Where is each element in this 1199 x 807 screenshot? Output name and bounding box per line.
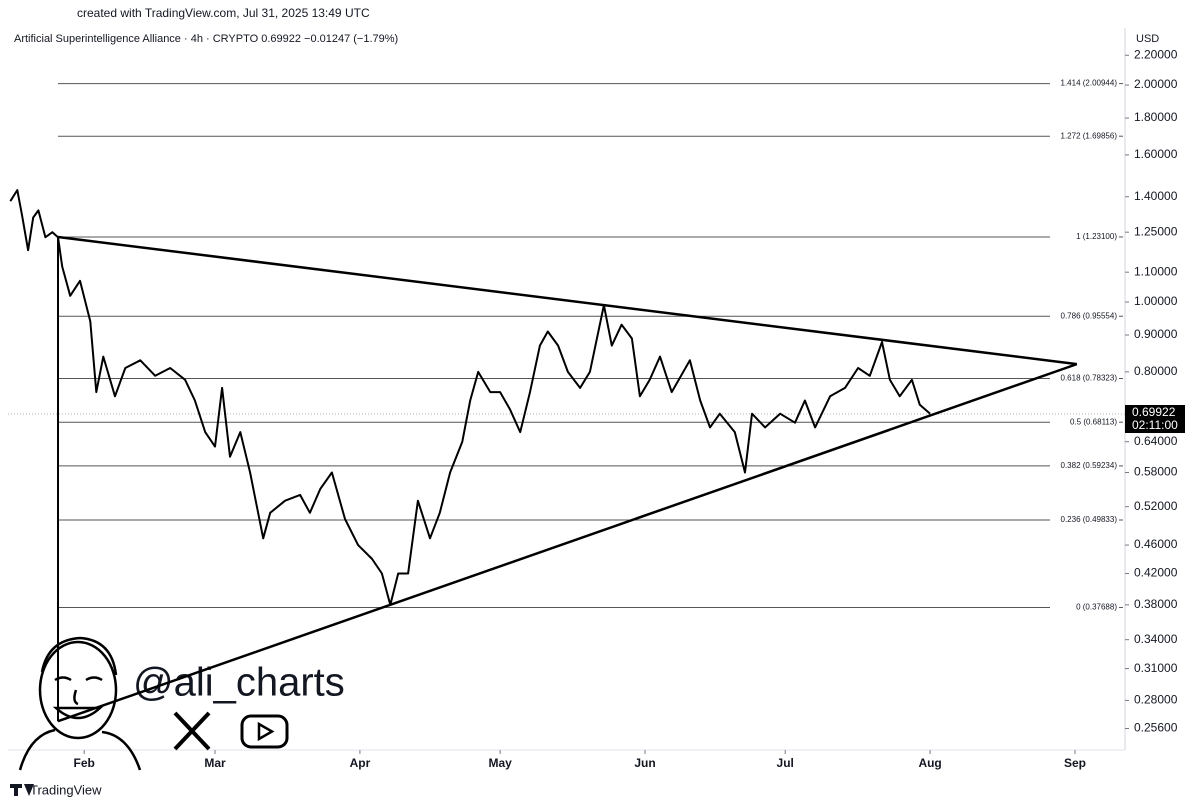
x-tick-label: Jul bbox=[777, 756, 794, 770]
x-tick-label: May bbox=[488, 756, 512, 770]
youtube-play bbox=[257, 721, 275, 742]
x-icon bbox=[173, 711, 211, 751]
x-tick-label: Feb bbox=[74, 756, 95, 770]
y-tick-label: 0.38000 bbox=[1134, 597, 1178, 611]
y-tick-label: 0.52000 bbox=[1134, 499, 1178, 513]
x-tick-label: Apr bbox=[350, 756, 371, 770]
trendline bbox=[57, 362, 1078, 723]
fib-label: 0.5 (0.68113) bbox=[1070, 417, 1117, 426]
y-tick-label: 0.28000 bbox=[1134, 693, 1178, 707]
youtube-icon bbox=[240, 714, 289, 749]
fib-label: 0.236 (0.49833) bbox=[1061, 515, 1118, 524]
y-tick-label: 1.40000 bbox=[1134, 189, 1178, 203]
fib-label: 1 (1.23100) bbox=[1076, 232, 1117, 241]
x-tick-label: Mar bbox=[204, 756, 226, 770]
last-price-label: 0.69922 bbox=[1132, 405, 1176, 419]
chart-title: Artificial Superintelligence Alliance · … bbox=[14, 33, 398, 45]
y-tick-label: 2.00000 bbox=[1134, 77, 1178, 91]
brand: TradingView bbox=[30, 782, 102, 797]
y-tick-label: 0.34000 bbox=[1134, 632, 1178, 646]
fib-label: 0 (0.37688) bbox=[1076, 603, 1117, 612]
y-tick-label: 1.60000 bbox=[1134, 147, 1178, 161]
fib-label: 0.382 (0.59234) bbox=[1061, 461, 1118, 470]
y-tick-label: 0.90000 bbox=[1134, 327, 1178, 341]
y-tick-label: 0.58000 bbox=[1134, 465, 1178, 479]
y-tick-label: 2.20000 bbox=[1134, 47, 1178, 61]
y-tick-label: 0.25600 bbox=[1134, 721, 1178, 735]
y-tick-label: 0.80000 bbox=[1134, 364, 1178, 378]
y-tick-label: 0.42000 bbox=[1134, 566, 1178, 580]
y-tick-label: 0.64000 bbox=[1134, 434, 1178, 448]
fib-label: 1.272 (1.69856) bbox=[1061, 131, 1118, 140]
fib-label: 0.618 (0.78323) bbox=[1061, 374, 1118, 383]
x-tick-label: Aug bbox=[918, 756, 941, 770]
avatar bbox=[18, 636, 142, 771]
y-tick-label: 1.80000 bbox=[1134, 110, 1178, 124]
fib-label: 0.786 (0.95554) bbox=[1061, 311, 1118, 320]
y-tick-label: 0.46000 bbox=[1134, 537, 1178, 551]
countdown: 02:11:00 bbox=[1132, 418, 1178, 432]
trendline bbox=[57, 235, 1078, 366]
y-tick-label: 1.25000 bbox=[1134, 224, 1178, 238]
fib-label: 1.414 (2.00944) bbox=[1061, 79, 1118, 88]
brand-logo bbox=[10, 784, 34, 796]
y-tick-label: 0.31000 bbox=[1134, 661, 1178, 675]
y-tick-label: 1.10000 bbox=[1134, 264, 1178, 278]
y-tick-label: 1.00000 bbox=[1134, 294, 1178, 308]
last-price-box bbox=[1125, 405, 1185, 434]
price-line bbox=[9, 189, 931, 606]
x-tick-label: Jun bbox=[634, 756, 655, 770]
currency: USD bbox=[1136, 33, 1159, 45]
watermark: created with TradingView.com, Jul 31, 20… bbox=[77, 6, 370, 20]
x-tick-label: Sep bbox=[1064, 756, 1086, 770]
